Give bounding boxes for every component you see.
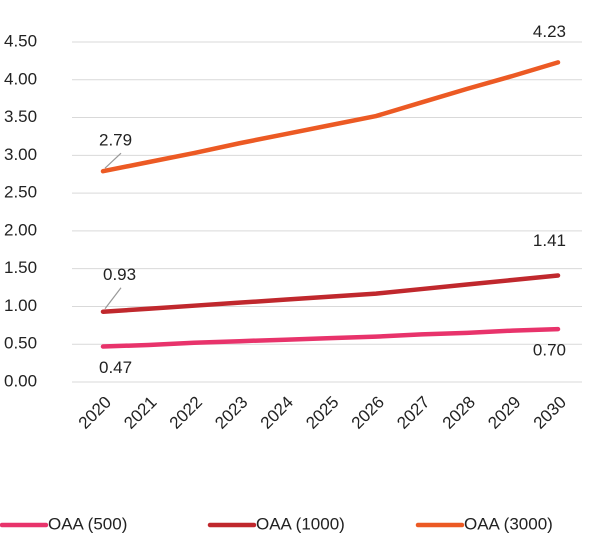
- y-tick-label: 4.50: [4, 31, 37, 50]
- y-tick-label: 2.50: [4, 183, 37, 202]
- x-tick-label: 2026: [348, 393, 388, 433]
- x-tick-label: 2024: [257, 393, 297, 433]
- x-tick-label: 2029: [484, 393, 524, 433]
- legend-label: OAA (1000): [256, 514, 345, 533]
- series-line: [100, 326, 561, 349]
- y-tick-label: 0.50: [4, 334, 37, 353]
- x-tick-label: 2022: [166, 393, 206, 433]
- data-label: 0.70: [533, 341, 566, 360]
- data-label: 1.41: [533, 231, 566, 250]
- leader-line: [104, 152, 122, 169]
- y-tick-label: 4.00: [4, 69, 37, 88]
- x-tick-label: 2025: [302, 393, 342, 433]
- x-tick-label: 2030: [530, 393, 570, 433]
- y-tick-label: 1.00: [4, 296, 37, 315]
- legend-label: OAA (3000): [464, 514, 553, 533]
- data-label: 4.23: [533, 22, 566, 41]
- y-tick-label: 0.00: [4, 371, 37, 390]
- x-tick-label: 2028: [439, 393, 479, 433]
- data-label: 0.93: [103, 265, 136, 284]
- leader-line: [104, 287, 122, 310]
- x-tick-label: 2020: [75, 393, 115, 433]
- x-tick-label: 2023: [211, 393, 251, 433]
- series-line: [100, 60, 561, 174]
- y-tick-label: 3.50: [4, 107, 37, 126]
- data-label: 0.47: [99, 358, 132, 377]
- y-tick-label: 1.50: [4, 258, 37, 277]
- x-tick-label: 2027: [393, 393, 433, 433]
- data-label: 2.79: [99, 131, 132, 150]
- y-tick-label: 3.00: [4, 145, 37, 164]
- y-tick-label: 2.00: [4, 220, 37, 239]
- x-tick-label: 2021: [120, 393, 160, 433]
- series-line: [100, 273, 561, 314]
- legend-label: OAA (500): [48, 514, 127, 533]
